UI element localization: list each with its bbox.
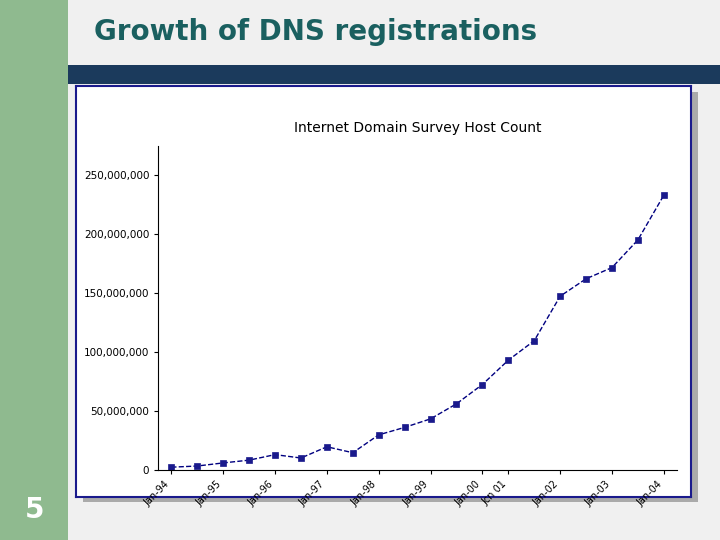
Text: 5: 5: [24, 496, 44, 524]
Title: Internet Domain Survey Host Count: Internet Domain Survey Host Count: [294, 121, 541, 135]
Text: Growth of DNS registrations: Growth of DNS registrations: [94, 18, 538, 46]
